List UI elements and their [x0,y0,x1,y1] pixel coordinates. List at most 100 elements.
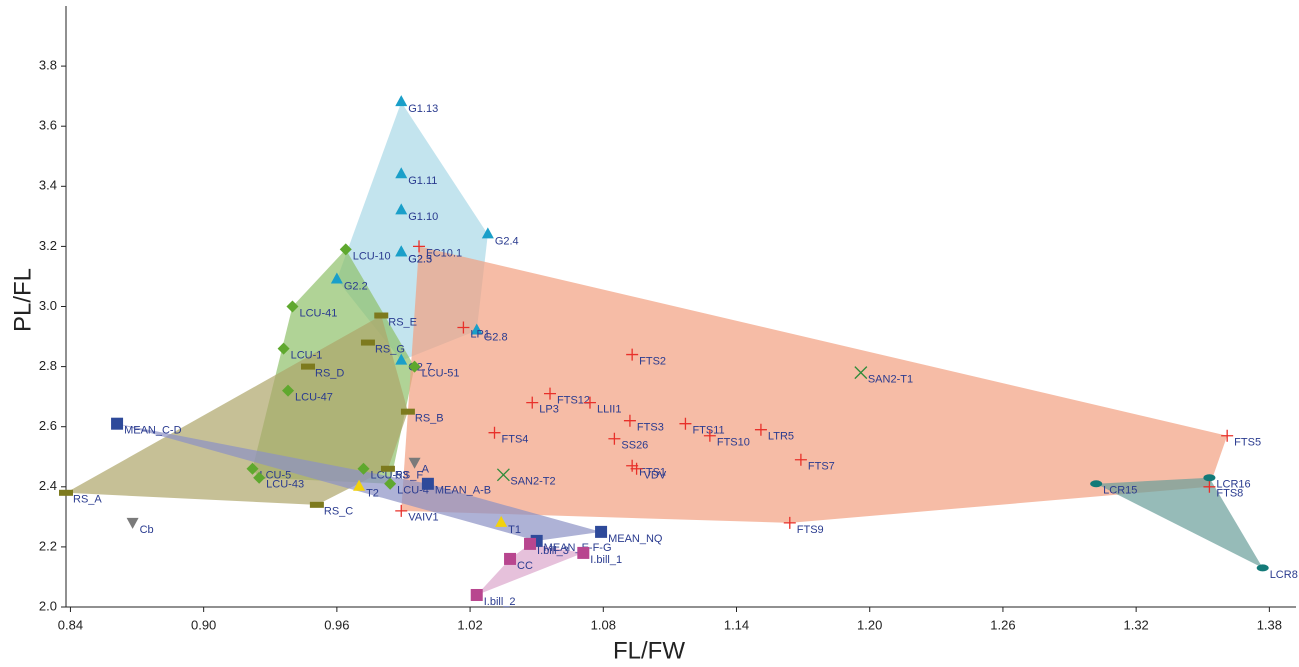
point-label: CC [517,560,533,572]
point [504,552,517,565]
y-tick-label: 3.6 [39,118,57,133]
point-label: LCU-1 [291,349,323,361]
point-label: LCU-51 [422,368,460,380]
point-label: LCU-4 [397,485,429,497]
point-label: G1.11 [408,175,437,187]
x-tick-label: 1.26 [990,617,1015,632]
point-label: RS_C [324,506,353,518]
point-label: FTS12 [557,395,590,407]
point-label: RS_G [375,343,405,355]
point-label: SAN2-T2 [510,476,555,488]
point-label: FTS3 [637,422,664,434]
point-label: LCU-47 [295,392,333,404]
point [395,95,408,107]
point-label: G2.2 [344,280,368,292]
point-label: FTS11 [692,425,724,437]
point-label: RS_E [388,316,417,328]
point [623,414,636,427]
point-label: FTS9 [797,524,824,536]
point [360,339,375,346]
y-tick-label: 3.2 [39,238,57,253]
point [408,360,421,373]
hull [476,543,584,595]
point [282,384,295,397]
point [526,396,539,409]
point-label: SAN2-T1 [868,374,913,386]
point [854,366,868,380]
point-label: RS_F [395,470,423,482]
point [395,504,408,517]
point-label: VDV [644,470,667,482]
hull [1096,477,1263,568]
point [1256,564,1269,572]
point-label: G2.8 [484,331,508,343]
point [1203,474,1216,482]
point [395,353,408,365]
x-tick-label: 1.02 [457,617,482,632]
y-tick-label: 2.4 [39,478,57,493]
point [496,468,510,482]
point-label: A [422,464,430,476]
point-label: FTS7 [808,461,835,473]
y-tick-label: 3.0 [39,298,57,313]
point-label: MEAN_A-B [435,485,491,497]
point [301,363,316,370]
point-label: LLII1 [597,404,621,416]
point [380,465,395,472]
point-label: Cb [140,524,154,536]
point-label: FTS1 [639,467,666,479]
x-tick-label: 0.84 [58,617,83,632]
hull [66,315,408,505]
point-label: VAIV1 [408,512,438,524]
point-label: FTS10 [717,437,750,449]
point [126,517,139,529]
point-label: I.bill_3 [537,545,569,557]
point-label: LCU-41 [299,307,337,319]
y-axis-label: PL/FL [9,268,36,332]
point [626,348,639,361]
x-tick-label: 1.38 [1257,617,1282,632]
y-tick-label: 3.8 [39,58,57,73]
point [384,477,397,490]
y-tick-label: 3.4 [39,178,57,193]
point-label: LCU-10 [353,250,391,262]
point-label: T1 [508,524,521,536]
point-label: FC10.1 [426,247,462,259]
point [630,462,643,475]
point-label: LCR15 [1103,485,1137,497]
point [353,479,366,491]
point-label: LCU-43 [266,479,304,491]
point-label: G1.13 [408,103,438,115]
y-tick-label: 2.0 [39,598,57,613]
point-label: G1.10 [408,211,438,223]
point [495,515,508,527]
point [457,321,470,334]
point [754,423,767,436]
x-tick-label: 1.32 [1123,617,1148,632]
point [253,471,266,484]
point [111,417,124,430]
x-tick-label: 0.96 [324,617,349,632]
point [408,457,421,469]
point-label: LCU-53 [371,470,409,482]
point-label: FTS4 [502,434,529,446]
point-label: I.bill_2 [484,596,516,608]
point [470,323,483,335]
point-label: G2.5 [408,253,432,265]
point-label: LP3 [539,404,559,416]
point-label: LCU-5 [259,470,291,482]
point [277,342,290,355]
point [524,537,537,550]
point [583,396,596,409]
point [59,489,73,496]
point [374,312,389,319]
point [395,167,408,179]
point-label: LP1 [470,328,490,340]
point [703,429,716,442]
point [395,245,408,257]
point-label: G2.3 [408,253,432,265]
point-label: I.bill_1 [590,554,622,566]
point [357,462,370,475]
point [400,408,415,415]
